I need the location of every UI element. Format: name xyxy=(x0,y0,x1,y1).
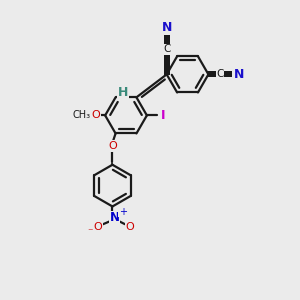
Text: N: N xyxy=(233,68,244,81)
Text: H: H xyxy=(118,85,128,99)
Text: O: O xyxy=(126,222,135,232)
Text: ⁻: ⁻ xyxy=(88,227,93,238)
Text: CH₃: CH₃ xyxy=(72,110,90,120)
Text: N: N xyxy=(110,212,119,224)
Text: +: + xyxy=(119,207,127,217)
Text: C: C xyxy=(163,44,170,54)
Text: O: O xyxy=(94,222,102,232)
Text: I: I xyxy=(161,109,166,122)
Text: C: C xyxy=(216,69,224,80)
Text: N: N xyxy=(161,21,172,34)
Text: O: O xyxy=(108,141,117,151)
Text: O: O xyxy=(92,110,100,120)
